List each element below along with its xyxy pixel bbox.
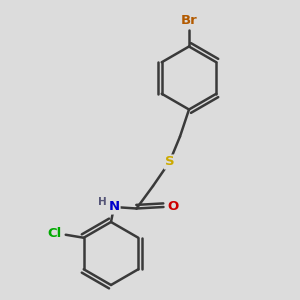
Text: N: N bbox=[108, 200, 120, 214]
Text: Br: Br bbox=[181, 14, 197, 27]
Text: S: S bbox=[165, 155, 174, 169]
Text: Cl: Cl bbox=[47, 227, 62, 240]
Text: H: H bbox=[98, 196, 107, 207]
Text: O: O bbox=[167, 200, 178, 214]
